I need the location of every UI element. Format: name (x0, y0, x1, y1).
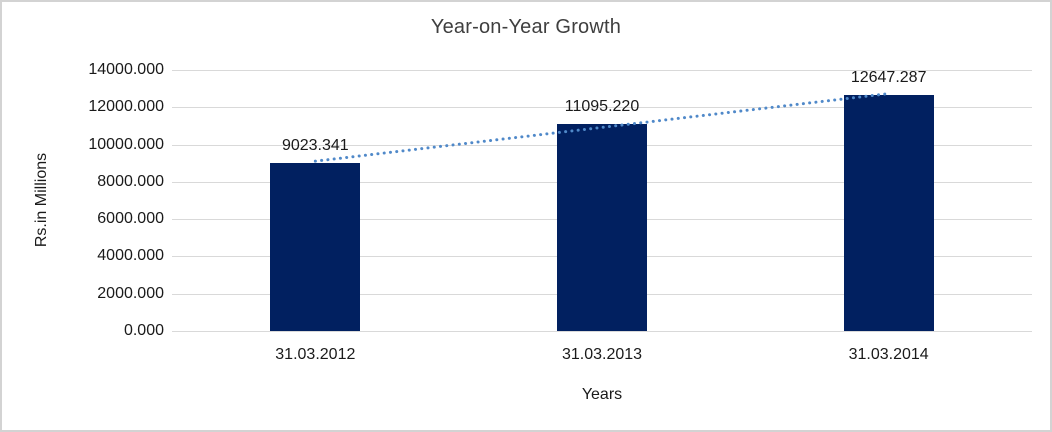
chart-title: Year-on-Year Growth (430, 16, 622, 38)
y-axis-title: Rs.in Millions (33, 152, 50, 248)
y-tick-label: 8000.000 (97, 172, 164, 190)
gridline (172, 70, 1032, 71)
bar-value-label: 9023.341 (281, 136, 349, 154)
y-tick-label: 2000.000 (97, 284, 164, 302)
y-tick-label: 12000.000 (88, 98, 164, 116)
bar (270, 162, 361, 331)
trendline (313, 92, 891, 163)
gridline (172, 331, 1032, 332)
y-tick-label: 4000.000 (97, 247, 164, 265)
y-tick-label: 10000.000 (88, 135, 164, 153)
plot-area: 9023.341 11095.220 12647.287 (172, 69, 1032, 332)
y-tick-label: 6000.000 (97, 210, 164, 228)
bar-value-label: 12647.287 (850, 69, 927, 87)
x-axis-title: Years (581, 386, 623, 403)
y-tick-label: 0.000 (123, 322, 164, 339)
bar-value-label: 11095.220 (564, 98, 640, 116)
bar (557, 124, 647, 331)
bar (843, 95, 934, 331)
x-tick-label: 31.03.2012 (275, 346, 356, 363)
gridline (172, 107, 1032, 109)
y-tick-label: 14000.000 (88, 61, 164, 78)
x-tick-label: 31.03.2013 (561, 346, 643, 363)
x-tick-label: 31.03.2014 (848, 346, 929, 363)
